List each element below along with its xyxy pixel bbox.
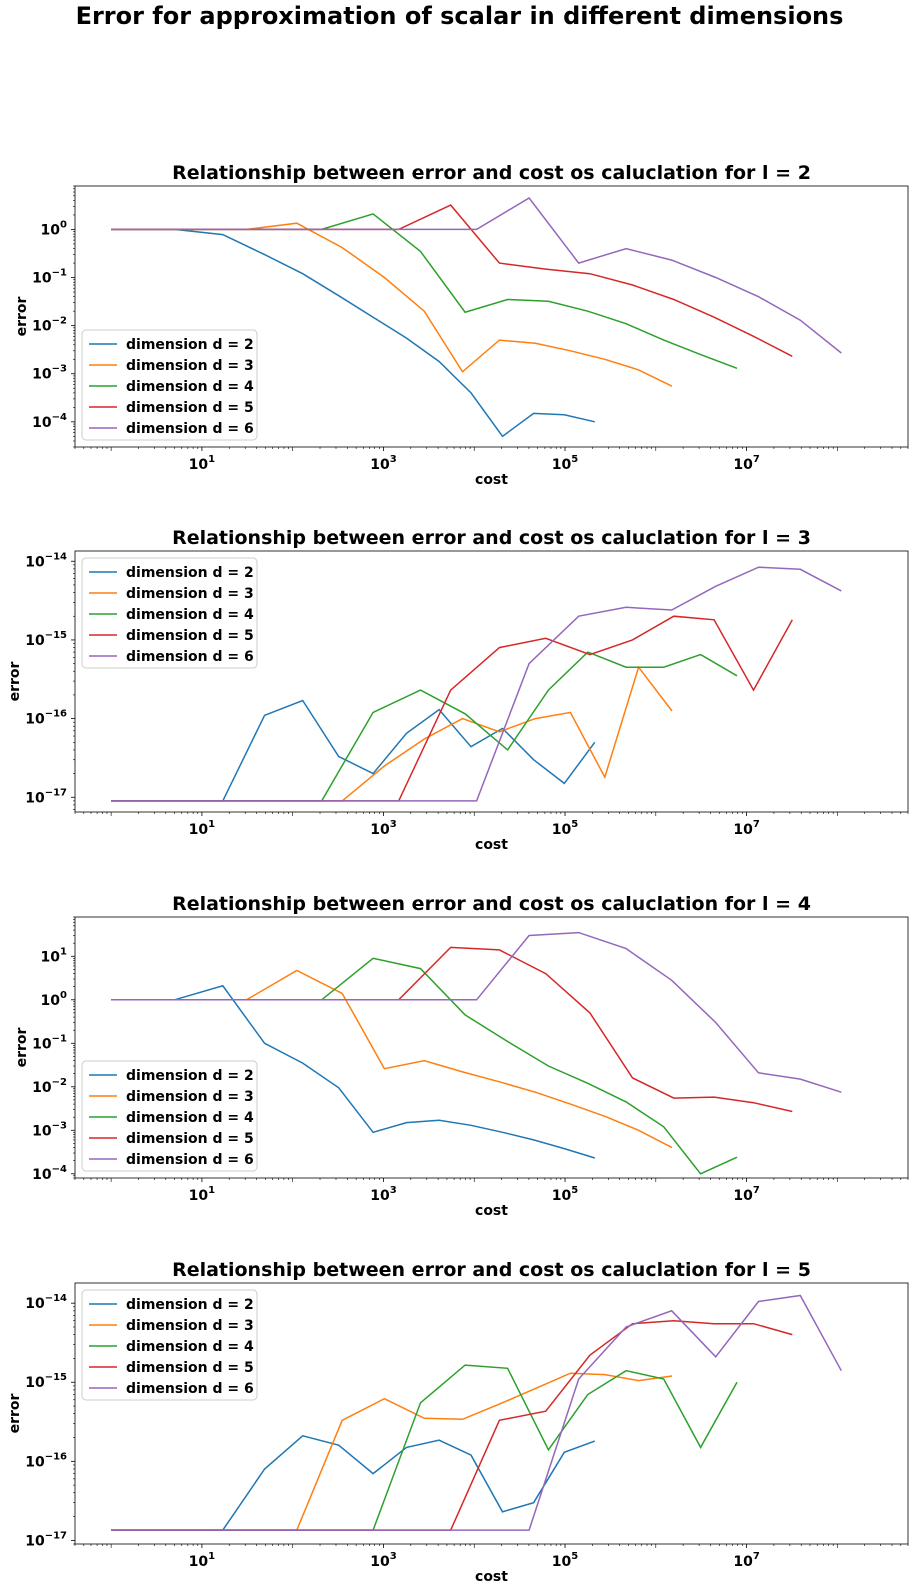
x-tick-label: 105	[552, 1185, 578, 1204]
y-tick-label: 10−17	[25, 787, 67, 806]
legend-entry: dimension d = 4	[126, 1339, 254, 1355]
legend-entry: dimension d = 5	[126, 1131, 254, 1147]
x-tick-label: 105	[552, 819, 578, 838]
legend-entry: dimension d = 4	[126, 379, 254, 395]
series-line-d6	[111, 1294, 842, 1531]
x-tick-label: 101	[189, 1185, 215, 1204]
x-tick-label: 105	[552, 1551, 578, 1570]
figure-title: Error for approximation of scalar in dif…	[75, 2, 844, 30]
legend-entry: dimension d = 3	[126, 586, 254, 602]
x-axis-label: cost	[475, 1203, 508, 1219]
series-line-d2	[111, 228, 595, 438]
y-tick-label: 10−14	[25, 551, 67, 570]
legend-entry: dimension d = 6	[126, 649, 254, 665]
x-tick-label: 101	[189, 454, 215, 473]
x-tick-label: 107	[733, 454, 759, 473]
y-tick-label: 10−4	[32, 412, 67, 431]
x-axis-label: cost	[475, 472, 508, 488]
x-tick-label: 101	[189, 819, 215, 838]
x-tick-label: 107	[733, 1185, 759, 1204]
y-tick-label: 10−3	[32, 364, 67, 383]
y-tick-label: 100	[41, 990, 67, 1009]
series-line-d3	[111, 665, 673, 802]
legend-entry: dimension d = 6	[126, 1152, 254, 1168]
y-axis-label: error	[14, 1027, 30, 1067]
y-tick-label: 10−1	[32, 1033, 67, 1052]
chart-title: Relationship between error and cost os c…	[172, 162, 811, 184]
y-tick-label: 101	[41, 946, 67, 965]
x-tick-label: 103	[370, 819, 396, 838]
series-line-d6	[111, 566, 842, 802]
x-axis-label: cost	[475, 837, 508, 853]
y-tick-label: 10−3	[32, 1120, 67, 1139]
legend-box	[81, 1289, 258, 1401]
y-axis-label: error	[7, 661, 23, 701]
legend-box	[81, 1060, 258, 1172]
x-tick-label: 103	[370, 1185, 396, 1204]
legend: dimension d = 2 dimension d = 3 dimension …	[81, 329, 258, 441]
chart-2: Relationship between error and cost os c…	[7, 527, 909, 853]
legend-entry: dimension d = 2	[126, 1068, 254, 1084]
y-tick-label: 10−16	[25, 1451, 67, 1470]
x-tick-label: 105	[552, 454, 578, 473]
legend-entry: dimension d = 2	[126, 565, 254, 581]
y-tick-label: 10−2	[32, 316, 67, 335]
series-line-d3	[111, 969, 673, 1149]
legend: dimension d = 2 dimension d = 3 dimension …	[81, 1060, 258, 1172]
legend-entry: dimension d = 5	[126, 1360, 254, 1376]
chart-3: Relationship between error and cost os c…	[14, 893, 909, 1219]
legend-entry: dimension d = 4	[126, 607, 254, 623]
legend-entry: dimension d = 6	[126, 421, 254, 437]
legend-entry: dimension d = 2	[126, 337, 254, 353]
y-tick-label: 10−1	[32, 268, 67, 287]
x-tick-label: 101	[189, 1551, 215, 1570]
series-line-d2	[111, 699, 596, 802]
legend-box	[81, 557, 258, 669]
y-tick-label: 10−2	[32, 1077, 67, 1096]
y-tick-label: 10−15	[25, 1372, 67, 1391]
legend-entry: dimension d = 2	[126, 1297, 254, 1313]
axes-frame	[74, 550, 909, 813]
chart-title: Relationship between error and cost os c…	[172, 1259, 811, 1281]
x-axis-label: cost	[475, 1569, 508, 1585]
legend-entry: dimension d = 3	[126, 1318, 254, 1334]
series-line-d6	[111, 197, 842, 354]
chart-title: Relationship between error and cost os c…	[172, 893, 811, 915]
y-tick-label: 10−14	[25, 1293, 67, 1312]
x-tick-label: 107	[733, 1551, 759, 1570]
legend-entry: dimension d = 5	[126, 628, 254, 644]
y-tick-label: 10−17	[25, 1530, 67, 1549]
x-tick-label: 103	[370, 1551, 396, 1570]
series-line-d2	[111, 984, 596, 1159]
x-tick-label: 107	[733, 819, 759, 838]
axes-frame	[74, 185, 909, 448]
legend-entry: dimension d = 5	[126, 400, 254, 416]
legend-entry: dimension d = 3	[126, 1089, 254, 1105]
y-axis-label: error	[14, 296, 30, 336]
series-line-d4	[111, 651, 738, 802]
y-tick-label: 10−4	[32, 1164, 67, 1183]
legend-box	[81, 329, 258, 441]
y-tick-label: 10−16	[25, 709, 67, 728]
x-tick-label: 103	[370, 454, 396, 473]
chart-1: Relationship between error and cost os c…	[14, 162, 909, 488]
legend: dimension d = 2 dimension d = 3 dimension …	[81, 1289, 258, 1401]
y-axis-label: error	[7, 1393, 23, 1433]
y-tick-label: 10−15	[25, 630, 67, 649]
legend-entry: dimension d = 4	[126, 1110, 254, 1126]
series-line-d6	[111, 931, 842, 1093]
y-tick-label: 100	[41, 219, 67, 238]
legend-entry: dimension d = 6	[126, 1381, 254, 1397]
chart-4: Relationship between error and cost os c…	[7, 1259, 909, 1585]
chart-title: Relationship between error and cost os c…	[172, 527, 811, 549]
series-line-d3	[111, 222, 673, 387]
legend: dimension d = 2 dimension d = 3 dimension …	[81, 557, 258, 669]
series-line-d2	[111, 1434, 596, 1531]
legend-entry: dimension d = 3	[126, 358, 254, 374]
